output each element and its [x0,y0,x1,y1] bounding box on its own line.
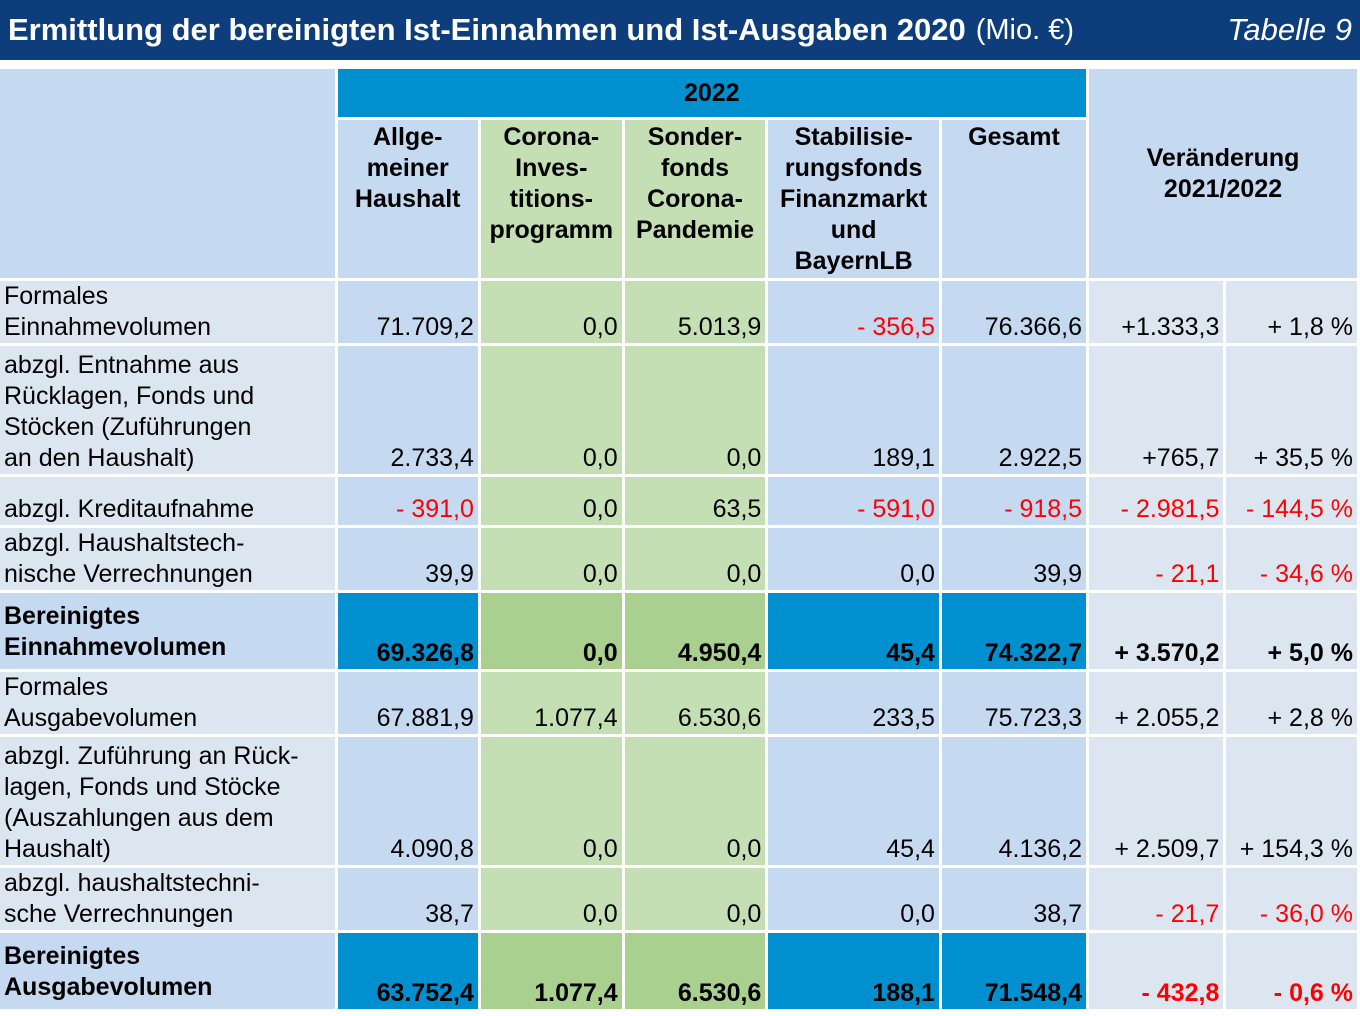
table-cell: 233,5 [768,672,939,734]
table-cell: 0,0 [624,346,766,474]
table-cell: 45,4 [768,737,939,865]
table-cell: 0,0 [624,868,766,930]
table-row: abzgl. Entnahme aus Rücklagen, Fonds und… [0,346,1357,474]
table-cell: - 0,6 % [1226,933,1357,1009]
row-label: Formales Einnahmevolumen [0,281,335,343]
table-cell: 0,0 [624,528,766,590]
table-cell: 2.733,4 [337,346,478,474]
change-header-label: Veränderung 2021/2022 [1146,143,1300,203]
col-head-stabilisierungsfonds: Stabilisie- rungsfonds Finanzmarkt und B… [768,120,939,278]
table-number: Tabelle 9 [1227,12,1352,47]
table-cell: 38,7 [337,868,478,930]
table-cell: 0,0 [480,477,622,525]
table-cell: 0,0 [480,737,622,865]
table-cell: - 34,6 % [1226,528,1357,590]
table-cell: 75.723,3 [941,672,1087,734]
table-cell: - 144,5 % [1226,477,1357,525]
table-cell: +1.333,3 [1089,281,1224,343]
table-cell: 2.922,5 [941,346,1087,474]
table-cell: 5.013,9 [624,281,766,343]
table-cell: - 21,7 [1089,868,1224,930]
col-head-corona-investitionsprogramm: Corona- Inves- titions- programm [480,120,622,278]
table-row: Bereinigtes Einnahmevolumen 69.326,8 0,0 4.… [0,593,1357,669]
col-head-gesamt: Gesamt [941,120,1087,278]
table-cell: 0,0 [480,593,622,669]
table-cell: - 918,5 [941,477,1087,525]
table-cell: 0,0 [480,346,622,474]
table-cell: + 35,5 % [1226,346,1357,474]
table-cell: 0,0 [768,868,939,930]
row-label: Bereinigtes Ausgabevolumen [0,933,335,1009]
row-label: abzgl. Zuführung an Rück- lagen, Fonds u… [0,737,335,865]
table-cell: +765,7 [1089,346,1224,474]
table-cell: 0,0 [624,737,766,865]
table-cell: 39,9 [337,528,478,590]
unit-label: (Mio. €) [975,13,1074,46]
row-label: abzgl. Haushaltstech- nische Verrechnung… [0,528,335,590]
table-cell: + 154,3 % [1226,737,1357,865]
table-cell: + 5,0 % [1226,593,1357,669]
year-header: 2022 [337,69,1087,117]
table-cell: 0,0 [768,528,939,590]
table-row: Bereinigtes Ausgabevolumen 63.752,4 1.077,… [0,933,1357,1009]
table-cell: - 21,1 [1089,528,1224,590]
table-cell: 0,0 [480,281,622,343]
table-cell: 4.090,8 [337,737,478,865]
table-cell: + 2.509,7 [1089,737,1224,865]
table-title: Ermittlung der bereinigten Ist-Einnahmen… [8,12,966,47]
table-cell: 63.752,4 [337,933,478,1009]
table-cell: 188,1 [768,933,939,1009]
row-label: abzgl. haushaltstechni- sche Verrechnung… [0,868,335,930]
col-head-allgemeiner-haushalt: Allge- meiner Haushalt [337,120,478,278]
table-cell: - 2.981,5 [1089,477,1224,525]
table-cell: 4.136,2 [941,737,1087,865]
table-cell: + 2,8 % [1226,672,1357,734]
table-cell: 6.530,6 [624,933,766,1009]
table-cell: 1.077,4 [480,672,622,734]
row-label: abzgl. Kreditaufnahme [0,477,335,525]
table-cell: + 3.570,2 [1089,593,1224,669]
table-cell: 69.326,8 [337,593,478,669]
table-cell: 0,0 [480,528,622,590]
table-cell: 189,1 [768,346,939,474]
table-cell: + 2.055,2 [1089,672,1224,734]
table-cell: 1.077,4 [480,933,622,1009]
header-corner [0,69,335,278]
table-row: abzgl. haushaltstechni- sche Verrechnung… [0,868,1357,930]
title-bar: Ermittlung der bereinigten Ist-Einnahmen… [0,0,1360,60]
table-row: Formales Ausgabevolumen 67.881,9 1.077,4 6.… [0,672,1357,734]
table-cell: 4.950,4 [624,593,766,669]
table-row: abzgl. Zuführung an Rück- lagen, Fonds u… [0,737,1357,865]
table-cell: 39,9 [941,528,1087,590]
table-cell: 74.322,7 [941,593,1087,669]
table-cell: - 36,0 % [1226,868,1357,930]
table-row: abzgl. Haushaltstech- nische Verrechnung… [0,528,1357,590]
table-cell: 38,7 [941,868,1087,930]
table-cell: 71.709,2 [337,281,478,343]
table-cell: 76.366,6 [941,281,1087,343]
change-header: Veränderung 2021/2022 [1089,69,1357,278]
table-cell: - 591,0 [768,477,939,525]
table-cell: 63,5 [624,477,766,525]
table-cell: - 391,0 [337,477,478,525]
col-head-sonderfonds-corona: Sonder- fonds Corona- Pandemie [624,120,766,278]
table-row: Formales Einnahmevolumen 71.709,2 0,0 5.013… [0,281,1357,343]
table-cell: 71.548,4 [941,933,1087,1009]
table-cell: 45,4 [768,593,939,669]
table-cell: - 356,5 [768,281,939,343]
row-label: abzgl. Entnahme aus Rücklagen, Fonds und… [0,346,335,474]
table-cell: + 1,8 % [1226,281,1357,343]
table-cell: 6.530,6 [624,672,766,734]
row-label: Bereinigtes Einnahmevolumen [0,593,335,669]
table-cell: - 432,8 [1089,933,1224,1009]
table-row: abzgl. Kreditaufnahme - 391,0 0,0 63,5- 591… [0,477,1357,525]
table-cell: 0,0 [480,868,622,930]
budget-table: 2022 Veränderung 2021/2022 Allge- meiner… [0,66,1360,1012]
row-label: Formales Ausgabevolumen [0,672,335,734]
table-cell: 67.881,9 [337,672,478,734]
